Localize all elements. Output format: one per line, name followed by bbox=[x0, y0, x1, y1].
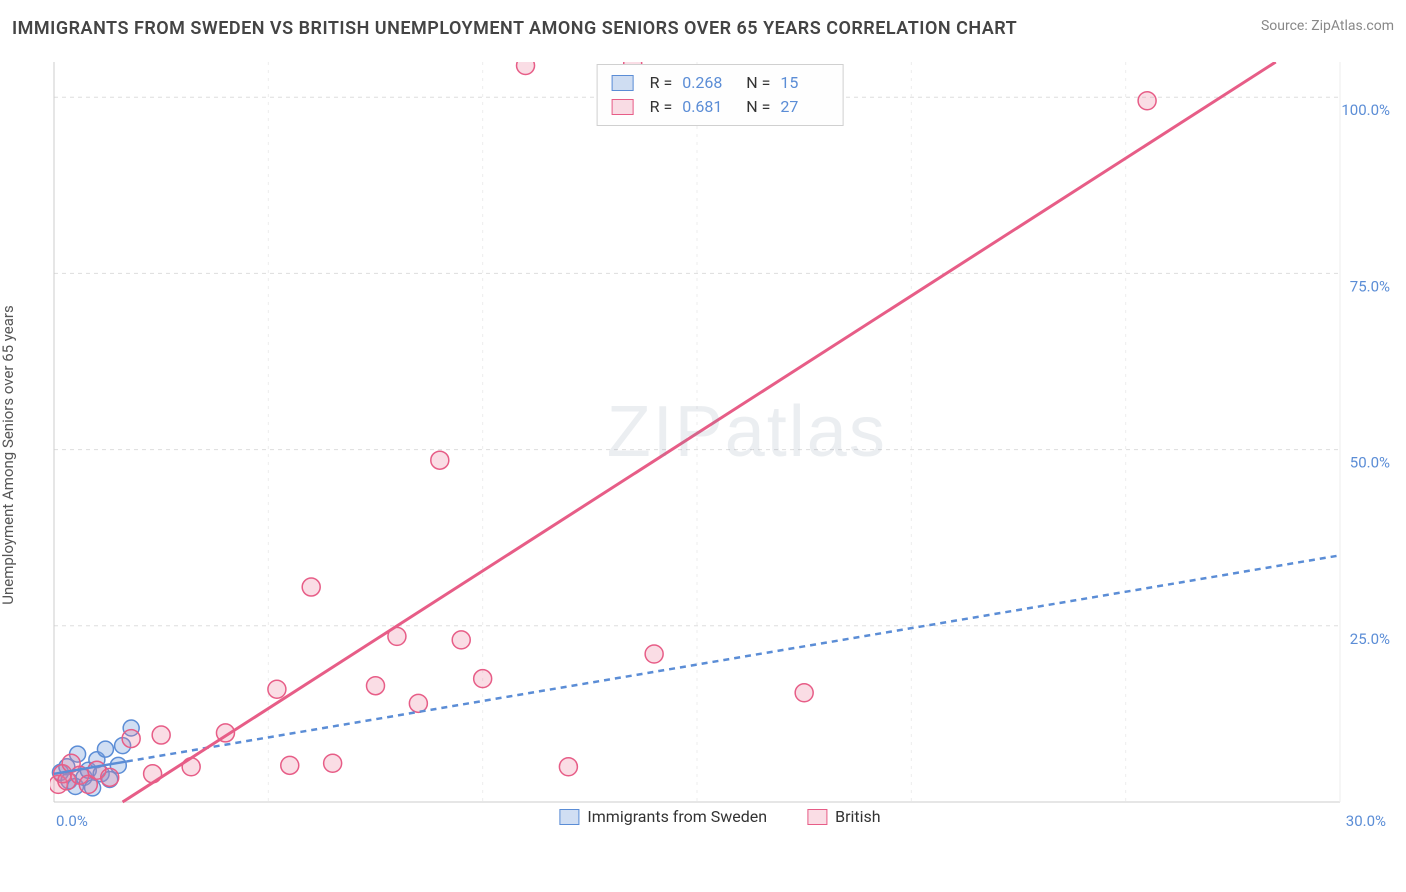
chart-title: IMMIGRANTS FROM SWEDEN VS BRITISH UNEMPL… bbox=[12, 18, 1017, 39]
stats-r-label: R = bbox=[650, 71, 673, 95]
stats-row-sweden: R = 0.268 N = 15 bbox=[612, 71, 829, 95]
data-point-british bbox=[302, 578, 320, 596]
data-point-british bbox=[559, 758, 577, 776]
data-point-british bbox=[1138, 92, 1156, 110]
data-point-british bbox=[152, 726, 170, 744]
data-point-british bbox=[122, 730, 140, 748]
data-point-british bbox=[281, 756, 299, 774]
stats-n-label: N = bbox=[746, 95, 770, 119]
data-point-british bbox=[367, 677, 385, 695]
y-tick-label: 75.0% bbox=[1350, 277, 1390, 295]
stats-n-value: 15 bbox=[780, 71, 828, 95]
data-point-british bbox=[268, 680, 286, 698]
x-tick-label: 0.0% bbox=[56, 812, 88, 830]
data-point-british bbox=[101, 768, 119, 786]
data-point-british bbox=[452, 631, 470, 649]
legend-label: Immigrants from Sweden bbox=[587, 807, 767, 826]
y-tick-label: 25.0% bbox=[1350, 630, 1390, 648]
data-point-sweden bbox=[97, 741, 113, 757]
data-point-british bbox=[431, 451, 449, 469]
data-point-british bbox=[645, 645, 663, 663]
y-tick-label: 100.0% bbox=[1341, 101, 1390, 119]
source-label: Source: ZipAtlas.com bbox=[1261, 18, 1394, 34]
stats-r-label: R = bbox=[650, 95, 673, 119]
stats-swatch-icon bbox=[612, 99, 634, 115]
stats-n-value: 27 bbox=[780, 95, 828, 119]
stats-r-value: 0.268 bbox=[682, 71, 730, 95]
x-tick-label: 30.0% bbox=[1346, 812, 1386, 830]
data-point-british bbox=[517, 62, 535, 75]
stats-box: R = 0.268 N = 15 R = 0.681 N = 27 bbox=[597, 64, 844, 126]
header: IMMIGRANTS FROM SWEDEN VS BRITISH UNEMPL… bbox=[12, 18, 1394, 39]
legend-swatch-icon bbox=[559, 809, 579, 825]
scatter-chart: 25.0% 50.0% 75.0% 100.0% 0.0% 30.0% bbox=[50, 62, 1390, 832]
legend-swatch-icon bbox=[807, 809, 827, 825]
y-tick-label: 50.0% bbox=[1350, 454, 1390, 472]
plot-area: 25.0%50.0%75.0%100.0%0.0%30.0% ZIPatlas … bbox=[50, 62, 1390, 832]
stats-row-british: R = 0.681 N = 27 bbox=[612, 95, 829, 119]
legend-label: British bbox=[835, 807, 880, 826]
stats-r-value: 0.681 bbox=[682, 95, 730, 119]
legend: Immigrants from Sweden British bbox=[559, 807, 880, 826]
data-point-british bbox=[795, 684, 813, 702]
data-point-british bbox=[324, 754, 342, 772]
y-axis-label: Unemployment Among Seniors over 65 years bbox=[0, 305, 17, 604]
stats-swatch-icon bbox=[612, 75, 634, 91]
trend-line-british bbox=[123, 62, 1276, 802]
legend-item: Immigrants from Sweden bbox=[559, 807, 767, 826]
legend-item: British bbox=[807, 807, 880, 826]
data-point-british bbox=[474, 670, 492, 688]
stats-n-label: N = bbox=[746, 71, 770, 95]
